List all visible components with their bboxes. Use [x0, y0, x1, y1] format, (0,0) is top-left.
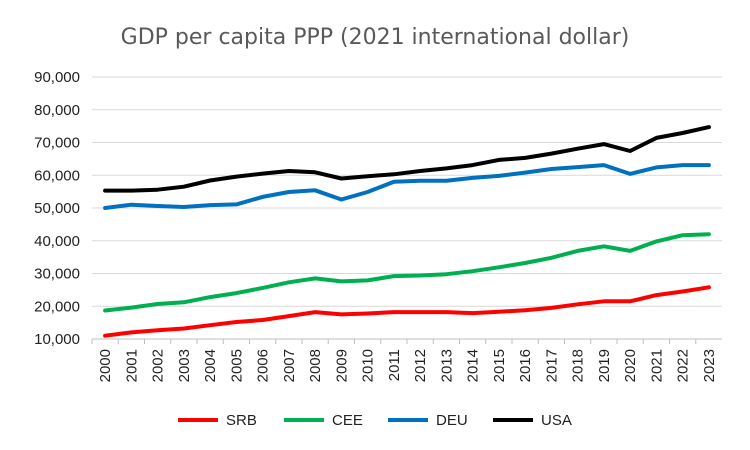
x-tick-label: 2006: [255, 349, 272, 382]
series-line-srb: [103, 285, 711, 338]
series-lines: [103, 125, 711, 338]
legend-label-cee: CEE: [332, 412, 363, 429]
x-tick-label: 2003: [176, 349, 193, 382]
x-tick-label: 2011: [386, 349, 403, 381]
x-tick-label: 2002: [150, 349, 167, 382]
x-tick-label: 2020: [622, 349, 639, 382]
y-tick-label: 70,000: [34, 135, 80, 152]
x-tick-label: 2014: [465, 349, 482, 382]
x-tick-label: 2004: [202, 349, 219, 382]
x-axis-tick-labels: 2000 2001 2002 2003 2004 2005 2006 2007 2008 2009…: [91, 339, 718, 382]
x-tick-label: 2000: [97, 349, 114, 382]
x-tick-label: 2021: [648, 349, 665, 382]
legend: SRB CEE DEU USA: [178, 412, 572, 429]
y-tick-label: 10,000: [34, 331, 80, 348]
x-tick-label: 2008: [307, 349, 324, 382]
y-tick-label: 40,000: [34, 233, 80, 250]
y-tick-label: 50,000: [34, 200, 80, 217]
y-axis-tick-labels: 10,000 20,000 30,000 40,000 50,000 60,000 70,0…: [34, 69, 80, 348]
x-tick-label: 2022: [675, 349, 692, 382]
x-tick-label: 2013: [438, 349, 455, 382]
x-tick-label: 2016: [517, 349, 534, 382]
legend-label-usa: USA: [541, 412, 572, 429]
x-tick-label: 2023: [701, 349, 718, 382]
x-tick-label: 2009: [333, 349, 350, 382]
y-tick-label: 20,000: [34, 298, 80, 315]
x-tick-label: 2019: [596, 349, 613, 382]
x-tick-label: 2012: [412, 349, 429, 382]
x-tick-label: 2001: [123, 349, 140, 382]
y-tick-label: 90,000: [34, 69, 80, 86]
y-tick-label: 80,000: [34, 102, 80, 119]
legend-label-srb: SRB: [226, 412, 257, 429]
series-line-cee: [103, 232, 711, 313]
x-tick-label: 2018: [570, 349, 587, 382]
x-tick-label: 2017: [543, 349, 560, 382]
series-line-deu: [103, 163, 711, 210]
x-tick-label: 2005: [228, 349, 245, 382]
y-tick-label: 30,000: [34, 266, 80, 283]
legend-label-deu: DEU: [436, 412, 468, 429]
chart-title: GDP per capita PPP (2021 international d…: [121, 25, 630, 50]
y-tick-label: 60,000: [34, 167, 80, 184]
x-tick-label: 2015: [491, 349, 508, 382]
x-tick-label: 2007: [281, 349, 298, 382]
x-tick-label: 2010: [360, 349, 377, 382]
series-line-usa: [103, 125, 711, 193]
